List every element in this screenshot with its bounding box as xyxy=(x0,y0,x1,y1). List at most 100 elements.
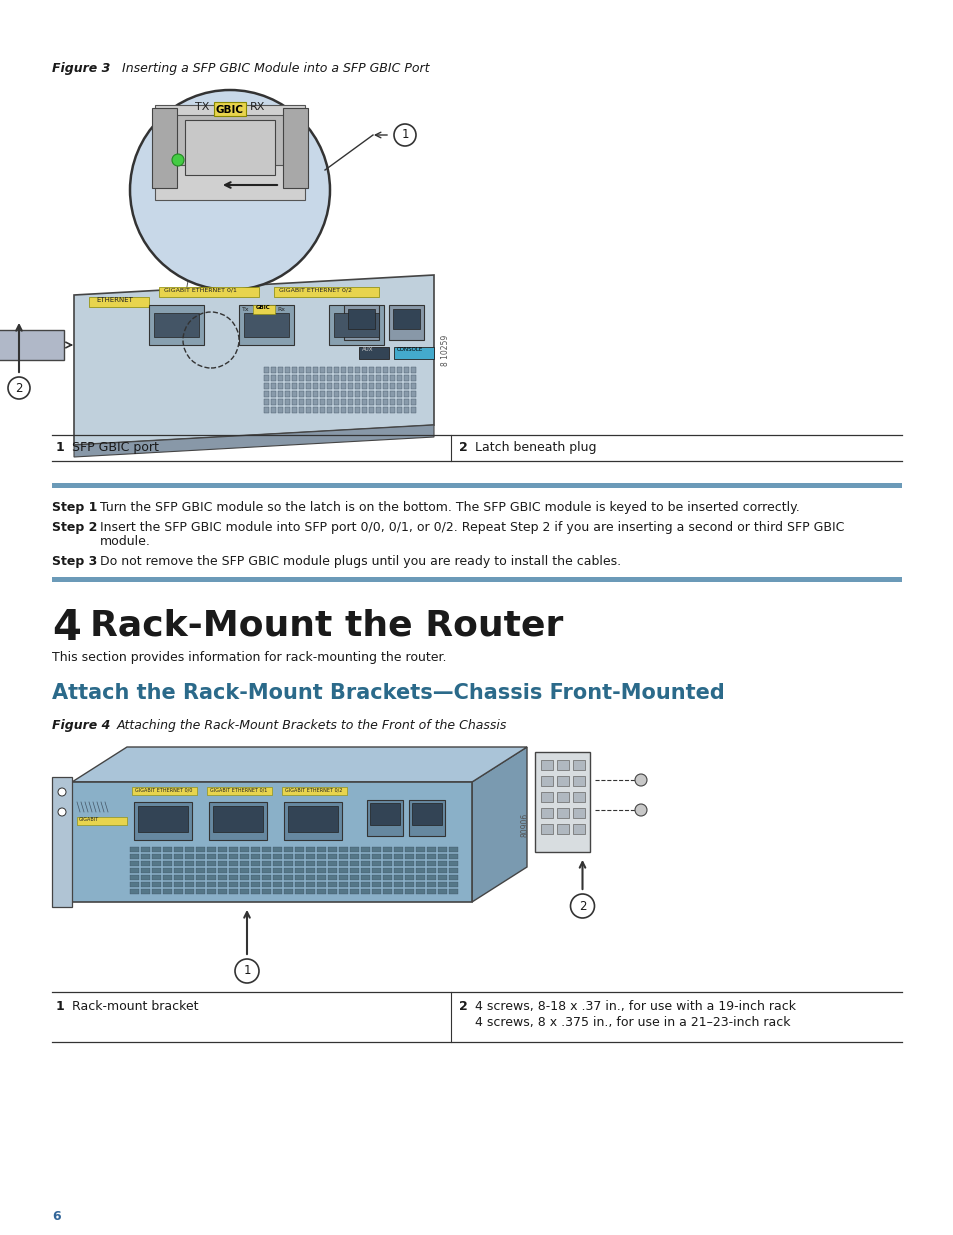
Bar xyxy=(306,853,314,860)
Bar xyxy=(185,868,193,873)
Bar xyxy=(355,391,359,396)
Bar xyxy=(416,876,424,881)
Bar xyxy=(403,408,409,412)
Bar xyxy=(396,399,401,405)
Bar xyxy=(130,868,139,873)
Bar xyxy=(195,876,205,881)
Bar xyxy=(218,861,227,866)
Circle shape xyxy=(8,377,30,399)
Bar xyxy=(264,367,269,373)
Bar xyxy=(396,375,401,382)
Bar xyxy=(264,391,269,396)
Bar xyxy=(382,847,392,852)
Text: Latch beneath plug: Latch beneath plug xyxy=(475,441,597,454)
Bar xyxy=(195,847,205,852)
Bar xyxy=(292,391,296,396)
Bar xyxy=(372,847,380,852)
Text: Insert the SFP GBIC module into SFP port 0/0, 0/1, or 0/2. Repeat Step 2 if you : Insert the SFP GBIC module into SFP port… xyxy=(100,521,843,534)
Bar xyxy=(437,853,447,860)
Bar xyxy=(355,408,359,412)
Bar xyxy=(411,375,416,382)
Bar xyxy=(284,847,293,852)
Bar xyxy=(348,309,375,329)
Text: Step 3: Step 3 xyxy=(52,555,97,568)
Bar xyxy=(277,408,283,412)
Bar xyxy=(306,391,311,396)
Bar xyxy=(195,882,205,887)
Text: RX: RX xyxy=(250,103,265,112)
Bar xyxy=(350,876,358,881)
Bar xyxy=(229,882,237,887)
Bar xyxy=(437,889,447,894)
Bar xyxy=(292,408,296,412)
Bar xyxy=(340,383,346,389)
Bar xyxy=(394,847,402,852)
Bar xyxy=(369,399,374,405)
Bar xyxy=(141,868,150,873)
Bar xyxy=(262,847,271,852)
Bar xyxy=(229,868,237,873)
Text: Inserting a SFP GBIC Module into a SFP GBIC Port: Inserting a SFP GBIC Module into a SFP G… xyxy=(122,62,429,75)
Bar xyxy=(185,889,193,894)
Bar xyxy=(557,760,568,769)
Circle shape xyxy=(58,808,66,816)
Bar xyxy=(394,882,402,887)
Bar xyxy=(277,383,283,389)
Text: AUX: AUX xyxy=(361,347,374,352)
Bar xyxy=(251,847,260,852)
Bar xyxy=(251,889,260,894)
Text: Attach the Rack-Mount Brackets—Chassis Front-Mounted: Attach the Rack-Mount Brackets—Chassis F… xyxy=(52,683,724,703)
Bar xyxy=(350,853,358,860)
Bar xyxy=(294,853,304,860)
Bar xyxy=(284,882,293,887)
Bar xyxy=(396,367,401,373)
Bar xyxy=(306,889,314,894)
Bar xyxy=(535,752,589,852)
Bar xyxy=(372,889,380,894)
Bar xyxy=(262,876,271,881)
Bar xyxy=(372,861,380,866)
Bar xyxy=(277,375,283,382)
Bar xyxy=(390,383,395,389)
Bar xyxy=(367,800,402,836)
Bar xyxy=(411,408,416,412)
Bar xyxy=(229,889,237,894)
Bar xyxy=(334,391,338,396)
Bar xyxy=(152,847,161,852)
Bar xyxy=(449,868,457,873)
Circle shape xyxy=(172,154,184,165)
Bar xyxy=(355,383,359,389)
Bar xyxy=(163,861,172,866)
Text: GIGABIT ETHERNET 0/1: GIGABIT ETHERNET 0/1 xyxy=(210,787,267,792)
Bar xyxy=(149,305,204,345)
Bar xyxy=(360,882,370,887)
Text: GIGABIT ETHERNET 0/0: GIGABIT ETHERNET 0/0 xyxy=(135,787,193,792)
Bar xyxy=(229,876,237,881)
Bar xyxy=(573,760,584,769)
Bar xyxy=(355,367,359,373)
Bar xyxy=(427,889,436,894)
Text: 2: 2 xyxy=(15,382,23,394)
Bar xyxy=(334,408,338,412)
Text: Do not remove the SFP GBIC module plugs until you are ready to install the cable: Do not remove the SFP GBIC module plugs … xyxy=(100,555,620,568)
Bar xyxy=(152,876,161,881)
Bar xyxy=(264,375,269,382)
Bar xyxy=(338,889,348,894)
Text: SFP GBIC port: SFP GBIC port xyxy=(71,441,159,454)
Text: Rx: Rx xyxy=(276,308,285,312)
Bar xyxy=(449,853,457,860)
Bar xyxy=(240,876,249,881)
Bar xyxy=(207,853,215,860)
Bar xyxy=(557,824,568,834)
Bar xyxy=(382,375,388,382)
Bar xyxy=(338,882,348,887)
Bar xyxy=(306,861,314,866)
Bar xyxy=(449,861,457,866)
Bar xyxy=(557,792,568,802)
Bar xyxy=(271,383,275,389)
Bar xyxy=(540,760,553,769)
Bar xyxy=(416,889,424,894)
Bar xyxy=(382,876,392,881)
Bar xyxy=(334,367,338,373)
Bar xyxy=(427,868,436,873)
